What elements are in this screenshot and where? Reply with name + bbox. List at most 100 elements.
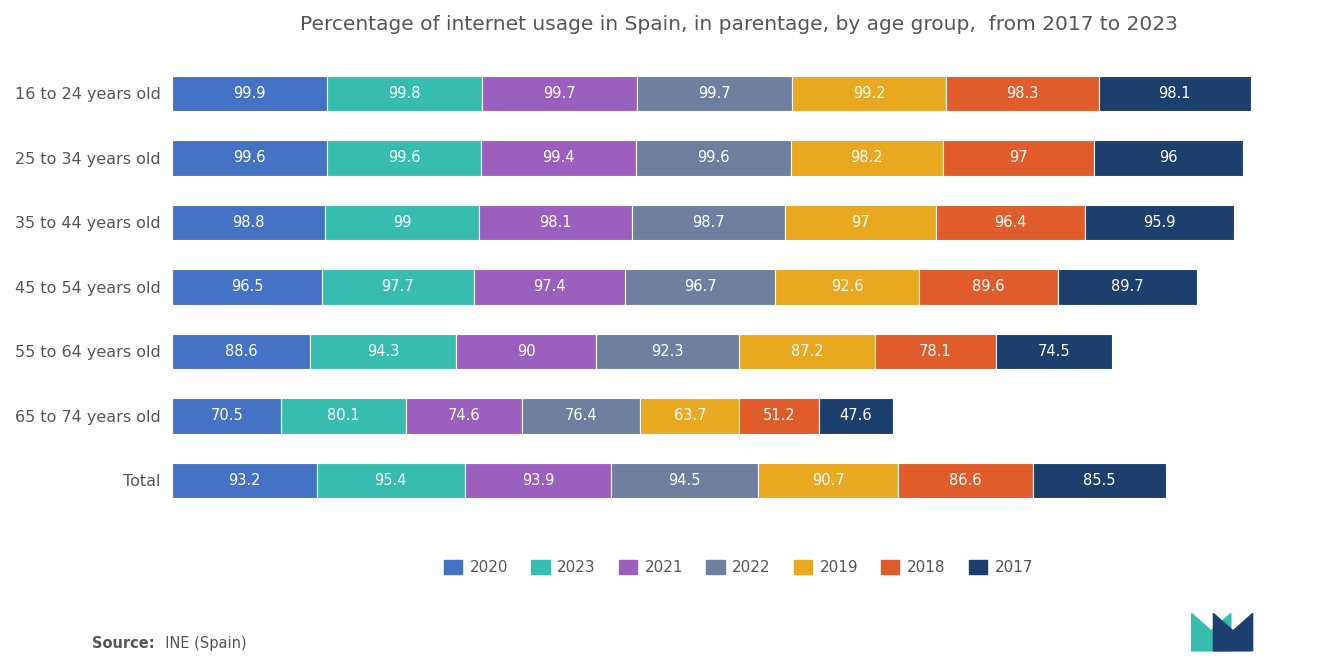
Text: 76.4: 76.4	[565, 408, 598, 424]
Bar	[997, 334, 1111, 369]
Bar	[172, 205, 326, 240]
Text: 95.4: 95.4	[375, 473, 407, 488]
Bar	[636, 140, 791, 176]
Bar	[818, 398, 892, 434]
Bar	[638, 76, 792, 111]
Text: 87.2: 87.2	[791, 344, 824, 359]
Text: 51.2: 51.2	[763, 408, 796, 424]
Text: 63.7: 63.7	[673, 408, 706, 424]
Text: 99.6: 99.6	[234, 150, 265, 166]
Text: 78.1: 78.1	[919, 344, 952, 359]
Polygon shape	[1213, 613, 1253, 651]
Text: Source:: Source:	[92, 636, 154, 652]
Bar	[326, 205, 479, 240]
Bar	[936, 205, 1085, 240]
Text: 97: 97	[851, 215, 870, 230]
Bar	[1059, 269, 1197, 305]
Text: 99: 99	[393, 215, 412, 230]
Text: 92.6: 92.6	[830, 279, 863, 295]
Text: 93.2: 93.2	[228, 473, 260, 488]
Text: 70.5: 70.5	[210, 408, 243, 424]
Text: 86.6: 86.6	[949, 473, 982, 488]
Bar	[1094, 140, 1243, 176]
Bar	[172, 76, 327, 111]
Bar	[758, 463, 899, 498]
Text: 96: 96	[1159, 150, 1177, 166]
Text: 98.3: 98.3	[1006, 86, 1039, 101]
Bar	[785, 205, 936, 240]
Text: 47.6: 47.6	[840, 408, 873, 424]
Text: 90: 90	[516, 344, 536, 359]
Bar	[474, 269, 624, 305]
Text: 88.6: 88.6	[224, 344, 257, 359]
Bar	[310, 334, 457, 369]
Bar	[465, 463, 611, 498]
Text: 89.6: 89.6	[973, 279, 1005, 295]
Text: 99.8: 99.8	[388, 86, 421, 101]
Bar	[317, 463, 465, 498]
Text: 95.9: 95.9	[1143, 215, 1176, 230]
Bar	[791, 140, 942, 176]
Text: 99.4: 99.4	[543, 150, 574, 166]
Text: 99.7: 99.7	[544, 86, 576, 101]
Text: 96.4: 96.4	[994, 215, 1027, 230]
Bar	[407, 398, 521, 434]
Bar	[631, 205, 785, 240]
Text: 80.1: 80.1	[327, 408, 360, 424]
Bar	[595, 334, 739, 369]
Text: 97.4: 97.4	[533, 279, 565, 295]
Bar	[942, 140, 1094, 176]
Text: 93.9: 93.9	[521, 473, 554, 488]
Text: 99.2: 99.2	[853, 86, 886, 101]
Bar	[739, 398, 818, 434]
Text: 99.6: 99.6	[697, 150, 730, 166]
Bar	[624, 269, 775, 305]
Text: 74.6: 74.6	[447, 408, 480, 424]
Bar	[775, 269, 919, 305]
Bar	[326, 140, 482, 176]
Bar	[875, 334, 997, 369]
Bar	[792, 76, 946, 111]
Text: 85.5: 85.5	[1084, 473, 1115, 488]
Bar	[482, 140, 636, 176]
Bar	[946, 76, 1098, 111]
Text: 99.9: 99.9	[234, 86, 265, 101]
Bar	[172, 140, 326, 176]
Bar	[322, 269, 474, 305]
Bar	[327, 76, 482, 111]
Polygon shape	[1192, 613, 1230, 651]
Text: 97.7: 97.7	[381, 279, 414, 295]
Bar	[899, 463, 1034, 498]
Bar	[172, 463, 317, 498]
Text: 96.5: 96.5	[231, 279, 263, 295]
Title: Percentage of internet usage in Spain, in parentage, by age group,  from 2017 to: Percentage of internet usage in Spain, i…	[300, 15, 1177, 34]
Text: 92.3: 92.3	[651, 344, 684, 359]
Text: 99.6: 99.6	[388, 150, 420, 166]
Text: INE (Spain): INE (Spain)	[156, 636, 247, 652]
Text: 89.7: 89.7	[1111, 279, 1144, 295]
Text: 96.7: 96.7	[684, 279, 717, 295]
Bar	[1034, 463, 1166, 498]
Text: 99.7: 99.7	[698, 86, 731, 101]
Text: 97: 97	[1008, 150, 1028, 166]
Text: 94.3: 94.3	[367, 344, 399, 359]
Bar	[1098, 76, 1251, 111]
Text: 94.5: 94.5	[668, 473, 701, 488]
Bar	[479, 205, 631, 240]
Bar	[1085, 205, 1234, 240]
Bar	[919, 269, 1059, 305]
Bar	[457, 334, 595, 369]
Text: 98.1: 98.1	[539, 215, 572, 230]
Bar	[640, 398, 739, 434]
Bar	[172, 334, 310, 369]
Text: 98.8: 98.8	[232, 215, 265, 230]
Bar	[482, 76, 638, 111]
Text: 90.7: 90.7	[812, 473, 845, 488]
Bar	[281, 398, 407, 434]
Text: 98.7: 98.7	[692, 215, 725, 230]
Legend: 2020, 2023, 2021, 2022, 2019, 2018, 2017: 2020, 2023, 2021, 2022, 2019, 2018, 2017	[438, 554, 1039, 581]
Bar	[172, 269, 322, 305]
Bar	[611, 463, 758, 498]
Bar	[521, 398, 640, 434]
Text: 98.2: 98.2	[850, 150, 883, 166]
